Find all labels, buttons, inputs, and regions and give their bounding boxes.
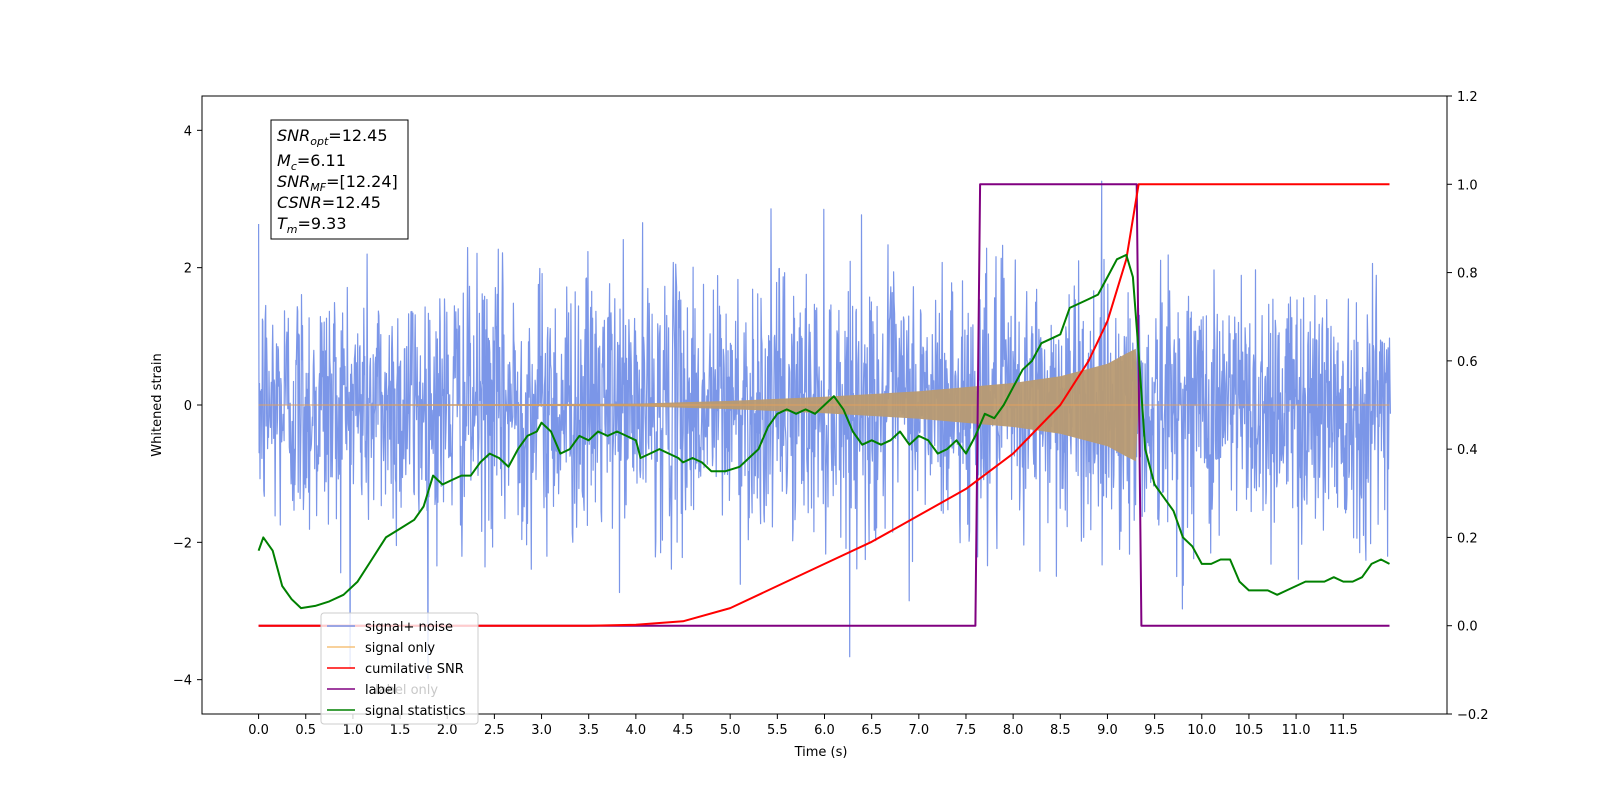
legend-hidden-label: label only: [375, 683, 438, 698]
legend-label-csnr: cumilative SNR: [365, 662, 464, 677]
cumulative-snr-line: [258, 183, 1390, 627]
y-axis-ticks: 4 2 0 −2 −4: [173, 124, 202, 689]
y-tick-label: 4: [184, 124, 192, 139]
x-tick-label: 11.5: [1329, 723, 1358, 738]
y2-tick-label: −0.2: [1457, 708, 1489, 723]
y-tick-label: 0: [184, 399, 192, 414]
y2-axis-ticks: 1.2 1.0 0.8 0.6 0.4 0.2 0.0 −0.2: [1447, 90, 1489, 723]
y2-tick-label: 0.2: [1457, 531, 1478, 546]
x-tick-label: 4.0: [626, 723, 647, 738]
x-tick-label: 11.0: [1282, 723, 1311, 738]
x-tick-label: 6.5: [861, 723, 882, 738]
signal-only-series: [258, 348, 1390, 462]
x-tick-label: 1.0: [343, 723, 364, 738]
y2-tick-label: 0.8: [1457, 267, 1478, 282]
y2-tick-label: 0.6: [1457, 355, 1478, 370]
legend-label-label: label: [365, 683, 396, 698]
legend: signal+ noise signal only cumilative SNR…: [320, 612, 479, 725]
y2-tick-label: 0.0: [1457, 620, 1478, 635]
x-tick-label: 3.0: [531, 723, 552, 738]
x-tick-label: 10.5: [1234, 723, 1263, 738]
x-tick-label: 0.0: [248, 723, 269, 738]
info-snr-opt: SNRopt=12.45: [277, 126, 388, 148]
info-box-frame: [270, 119, 409, 240]
signal-noise-series: [258, 180, 1391, 680]
signal-noise-line: [258, 180, 1391, 680]
x-tick-label: 8.0: [1003, 723, 1024, 738]
legend-label-stats: signal statistics: [365, 704, 466, 719]
legend-label-signal: signal only: [365, 641, 435, 656]
x-tick-label: 6.0: [814, 723, 835, 738]
info-box: SNRopt=12.45 Mc=6.11 SNRMF=[12.24] CSNR=…: [270, 119, 409, 240]
x-axis-ticks: 0.0 0.5 1.0 1.5 2.0 2.5 3.0 3.5 4.0 4.5 5.0 5.5 6.0 6…: [248, 714, 1358, 738]
info-tm: Tm=9.33: [277, 214, 347, 236]
x-axis-label: Time (s): [794, 745, 848, 760]
x-tick-label: 5.0: [720, 723, 741, 738]
y-tick-label: −4: [173, 674, 192, 689]
x-tick-label: 4.5: [673, 723, 694, 738]
x-tick-label: 8.5: [1050, 723, 1071, 738]
y2-tick-label: 1.2: [1457, 90, 1478, 105]
y2-tick-label: 0.4: [1457, 443, 1478, 458]
legend-frame: [320, 612, 479, 725]
label-line: [258, 183, 1390, 627]
legend-label-noise: signal+ noise: [365, 620, 453, 635]
y-tick-label: −2: [173, 536, 192, 551]
overlay-lines: [257, 183, 1390, 627]
x-tick-label: 9.5: [1144, 723, 1165, 738]
signal-statistics-line: [257, 253, 1390, 610]
x-tick-label: 2.5: [484, 723, 505, 738]
x-tick-label: 10.0: [1187, 723, 1216, 738]
x-tick-label: 7.0: [908, 723, 929, 738]
info-csnr: CSNR=12.45: [277, 193, 381, 212]
x-tick-label: 2.0: [437, 723, 458, 738]
x-tick-label: 3.5: [578, 723, 599, 738]
x-tick-label: 1.5: [390, 723, 411, 738]
x-tick-label: 7.5: [956, 723, 977, 738]
x-tick-label: 9.0: [1097, 723, 1118, 738]
y-tick-label: 2: [184, 262, 192, 277]
y-axis-label: Whitened strain: [150, 353, 165, 456]
info-snr-mf: SNRMF=[12.24]: [277, 172, 398, 194]
y2-tick-label: 1.0: [1457, 178, 1478, 193]
x-tick-label: 5.5: [767, 723, 788, 738]
x-tick-label: 0.5: [295, 723, 316, 738]
info-mc: Mc=6.11: [277, 151, 346, 173]
